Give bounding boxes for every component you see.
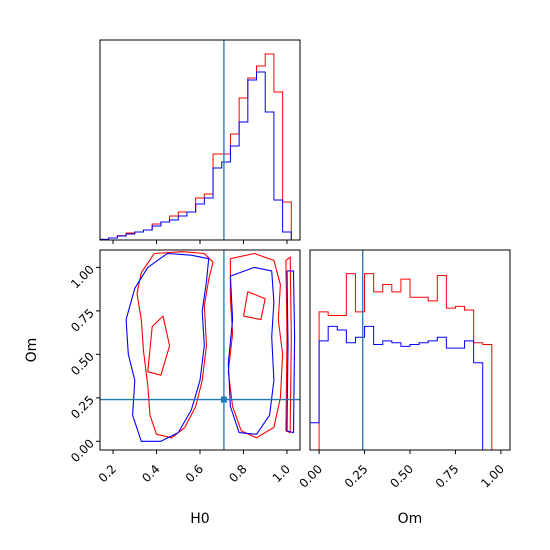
contour-series-0-path-4 [285,256,292,434]
hist-Om-xtick-label-4: 1.00 [478,462,507,491]
contour-ytick-label-0: 0.00 [68,436,97,465]
contour-series-0-path-1 [147,315,171,376]
contour-series-0-path-2 [227,252,284,439]
contour-series-0-path-3 [242,291,266,321]
hist-Om-xlabel: Om [398,511,423,527]
contour-xtick-label-3: 0.8 [226,462,249,485]
contour-xtick-label-0: 0.2 [96,462,119,485]
contour-ytick-label-3: 0.75 [68,306,97,335]
hist-Om-series-1-step [310,325,510,450]
hist-Om-xtick-label-2: 0.50 [387,462,416,491]
hist-Om-series-0-step [310,273,510,450]
hist-Om-xtick-label-3: 0.75 [433,462,462,491]
histogram-Om-panel: 0.00 0.25 0.50 0.75 1.00 Om [296,249,511,527]
contour-frame [99,249,301,451]
contour-xtick-label-1: 0.4 [139,462,162,485]
contour-truth-marker [220,396,227,403]
hist-H0-frame [99,39,301,241]
contour-series-1-path-1 [227,266,275,435]
contour-xtick-label-2: 0.6 [183,462,206,485]
histogram-H0-panel [99,39,301,244]
contour-ytick-label-1: 0.25 [68,393,97,422]
contour-series-1-path-2 [286,270,296,434]
hist-Om-xtick-label-0: 0.00 [296,462,325,491]
contour-ytick-label-2: 0.50 [68,349,97,378]
contour-series-1-path-0 [125,252,210,442]
hist-Om-xtick-label-1: 0.25 [342,462,371,491]
contour-ylabel: Om [24,338,40,363]
hist-H0-series-1-step [100,71,300,240]
contour-ytick-label-4: 1.00 [68,262,97,291]
contour-series-0-path-0 [136,251,214,439]
contour-H0-Om-panel: 0.2 0.4 0.6 0.8 1.0 0.00 0.25 0.50 0.75 1.00 H0 Om [24,249,301,527]
contour-xtick-label-4: 1.0 [270,462,293,485]
contour-xlabel: H0 [190,511,209,527]
